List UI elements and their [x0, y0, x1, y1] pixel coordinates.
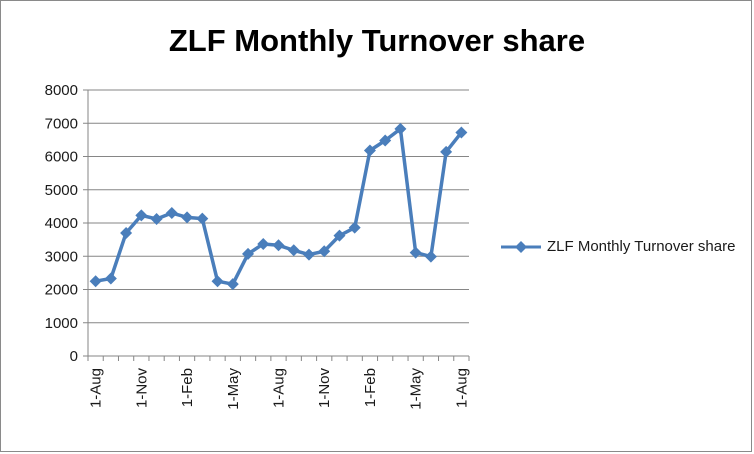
data-point — [333, 229, 346, 242]
data-point — [135, 209, 148, 222]
data-point — [181, 211, 194, 224]
y-tick-label: 6000 — [45, 149, 78, 166]
data-point — [394, 122, 407, 135]
x-tick-label: 1-Aug — [453, 368, 470, 408]
data-point — [89, 275, 102, 288]
data-point — [363, 144, 376, 157]
data-point — [120, 226, 133, 239]
data-point — [455, 126, 468, 139]
y-tick-label: 1000 — [45, 315, 78, 332]
legend-label: ZLF Monthly Turnover share — [547, 238, 736, 255]
data-point — [165, 207, 178, 220]
data-point — [348, 221, 361, 234]
x-tick-label: 1-Aug — [88, 368, 105, 408]
x-tick-label: 1-Aug — [271, 368, 288, 408]
x-tick-label: 1-Nov — [133, 368, 150, 409]
series-line — [95, 127, 463, 286]
y-tick-label: 7000 — [45, 115, 78, 132]
data-point — [318, 245, 331, 258]
x-tick-label: 1-May — [408, 368, 425, 410]
data-point — [150, 213, 163, 226]
data-point — [272, 239, 285, 252]
x-tick-label: 1-Feb — [362, 368, 379, 407]
data-point — [196, 212, 209, 225]
data-point — [440, 145, 453, 158]
y-tick-label: 4000 — [45, 215, 78, 232]
y-tick-label: 3000 — [45, 248, 78, 265]
x-tick-label: 1-May — [225, 368, 242, 410]
data-point — [302, 248, 315, 261]
data-point — [257, 237, 270, 250]
y-tick-label: 0 — [70, 348, 78, 365]
data-point — [287, 244, 300, 257]
data-point — [211, 275, 224, 288]
data-point — [242, 247, 255, 260]
data-point — [409, 246, 422, 259]
data-point — [226, 278, 239, 291]
legend-swatch — [501, 241, 541, 253]
y-tick-label: 8000 — [45, 82, 78, 99]
data-point — [379, 134, 392, 147]
data-point — [104, 272, 117, 285]
chart-title: ZLF Monthly Turnover share — [168, 23, 586, 58]
x-tick-label: 1-Nov — [316, 368, 333, 409]
y-tick-label: 5000 — [45, 182, 78, 199]
y-tick-label: 2000 — [45, 282, 78, 299]
data-point — [424, 250, 437, 263]
x-tick-label: 1-Feb — [179, 368, 196, 407]
